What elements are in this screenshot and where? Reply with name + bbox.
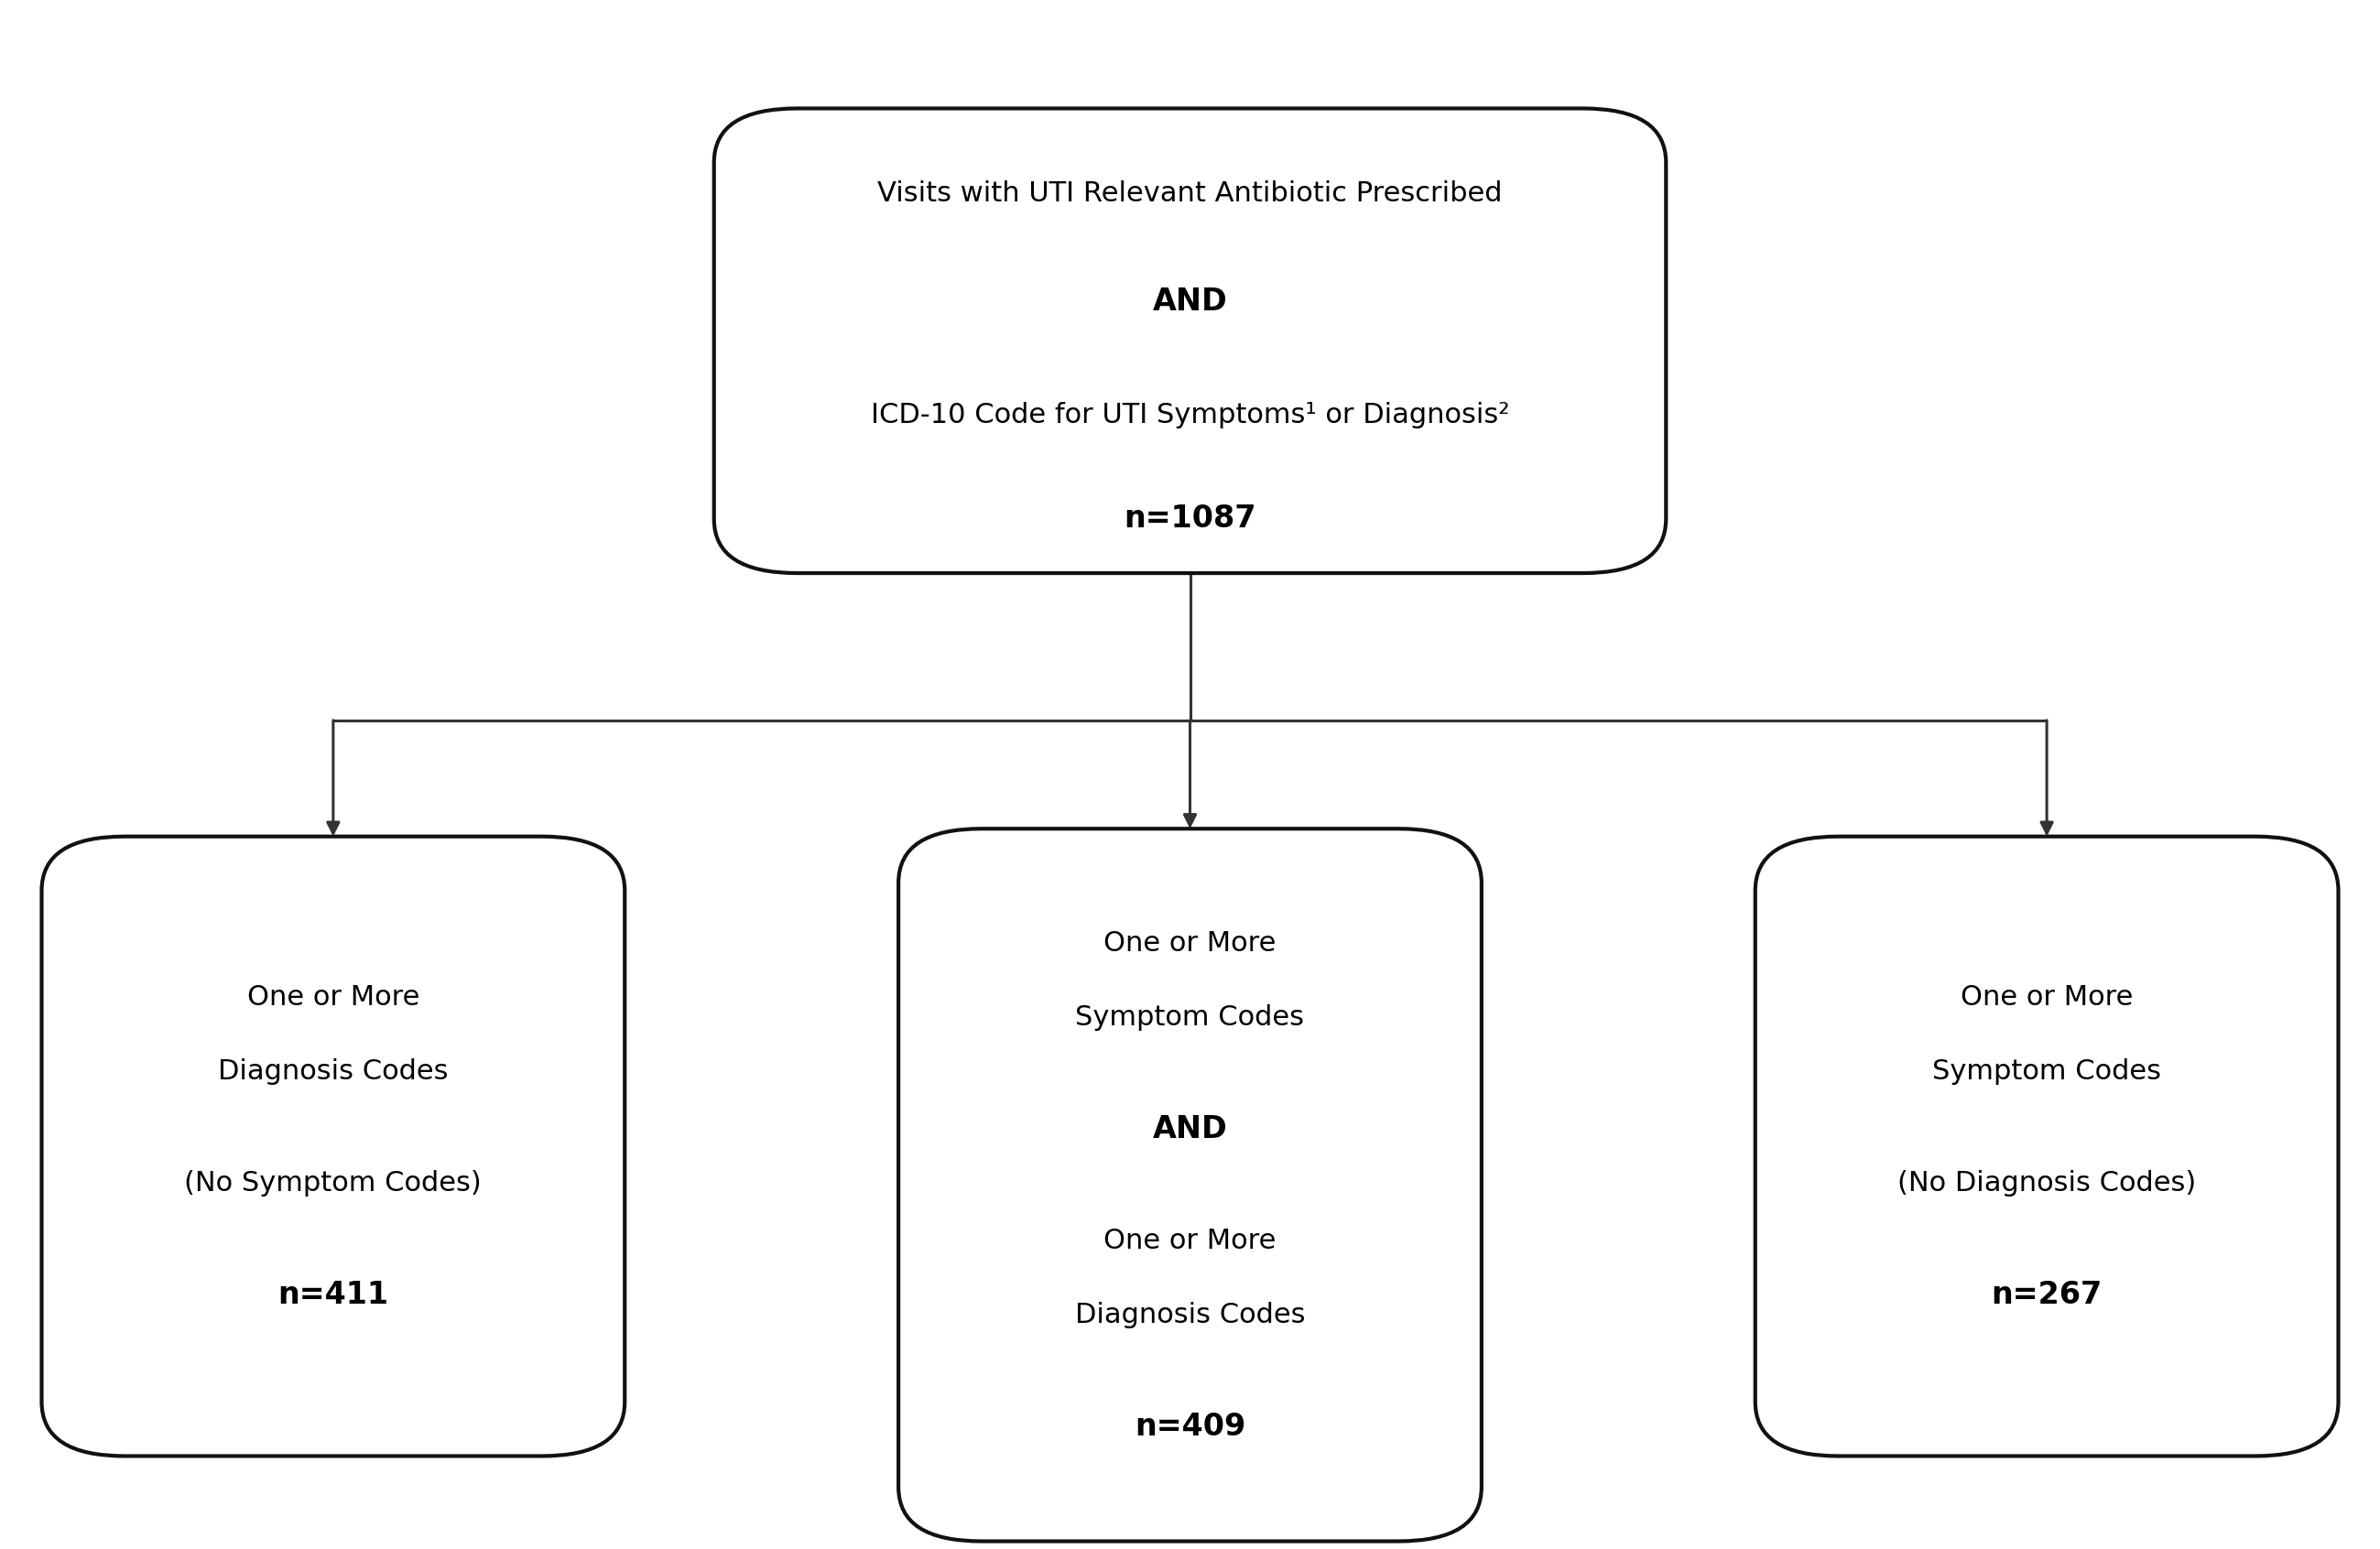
- Text: AND: AND: [1152, 1114, 1228, 1145]
- Text: Symptom Codes: Symptom Codes: [1076, 1004, 1304, 1032]
- Text: Diagnosis Codes: Diagnosis Codes: [1076, 1301, 1304, 1329]
- Text: AND: AND: [1152, 287, 1228, 318]
- FancyBboxPatch shape: [900, 829, 1480, 1541]
- Text: ICD-10 Code for UTI Symptoms¹ or Diagnosis²: ICD-10 Code for UTI Symptoms¹ or Diagnos…: [871, 401, 1509, 429]
- FancyBboxPatch shape: [1756, 836, 2337, 1456]
- Text: One or More: One or More: [1104, 1227, 1276, 1255]
- Text: Visits with UTI Relevant Antibiotic Prescribed: Visits with UTI Relevant Antibiotic Pres…: [878, 180, 1502, 208]
- Text: Symptom Codes: Symptom Codes: [1933, 1058, 2161, 1086]
- Text: n=409: n=409: [1135, 1411, 1245, 1442]
- Text: One or More: One or More: [1961, 984, 2132, 1011]
- Text: n=1087: n=1087: [1123, 503, 1257, 534]
- Text: One or More: One or More: [1104, 929, 1276, 957]
- Text: n=267: n=267: [1992, 1279, 2102, 1310]
- Text: n=411: n=411: [278, 1279, 388, 1310]
- FancyBboxPatch shape: [714, 108, 1666, 573]
- Text: (No Symptom Codes): (No Symptom Codes): [186, 1169, 481, 1197]
- Text: Diagnosis Codes: Diagnosis Codes: [219, 1058, 447, 1086]
- Text: (No Diagnosis Codes): (No Diagnosis Codes): [1897, 1169, 2197, 1197]
- FancyBboxPatch shape: [43, 836, 626, 1456]
- Text: One or More: One or More: [248, 984, 419, 1011]
